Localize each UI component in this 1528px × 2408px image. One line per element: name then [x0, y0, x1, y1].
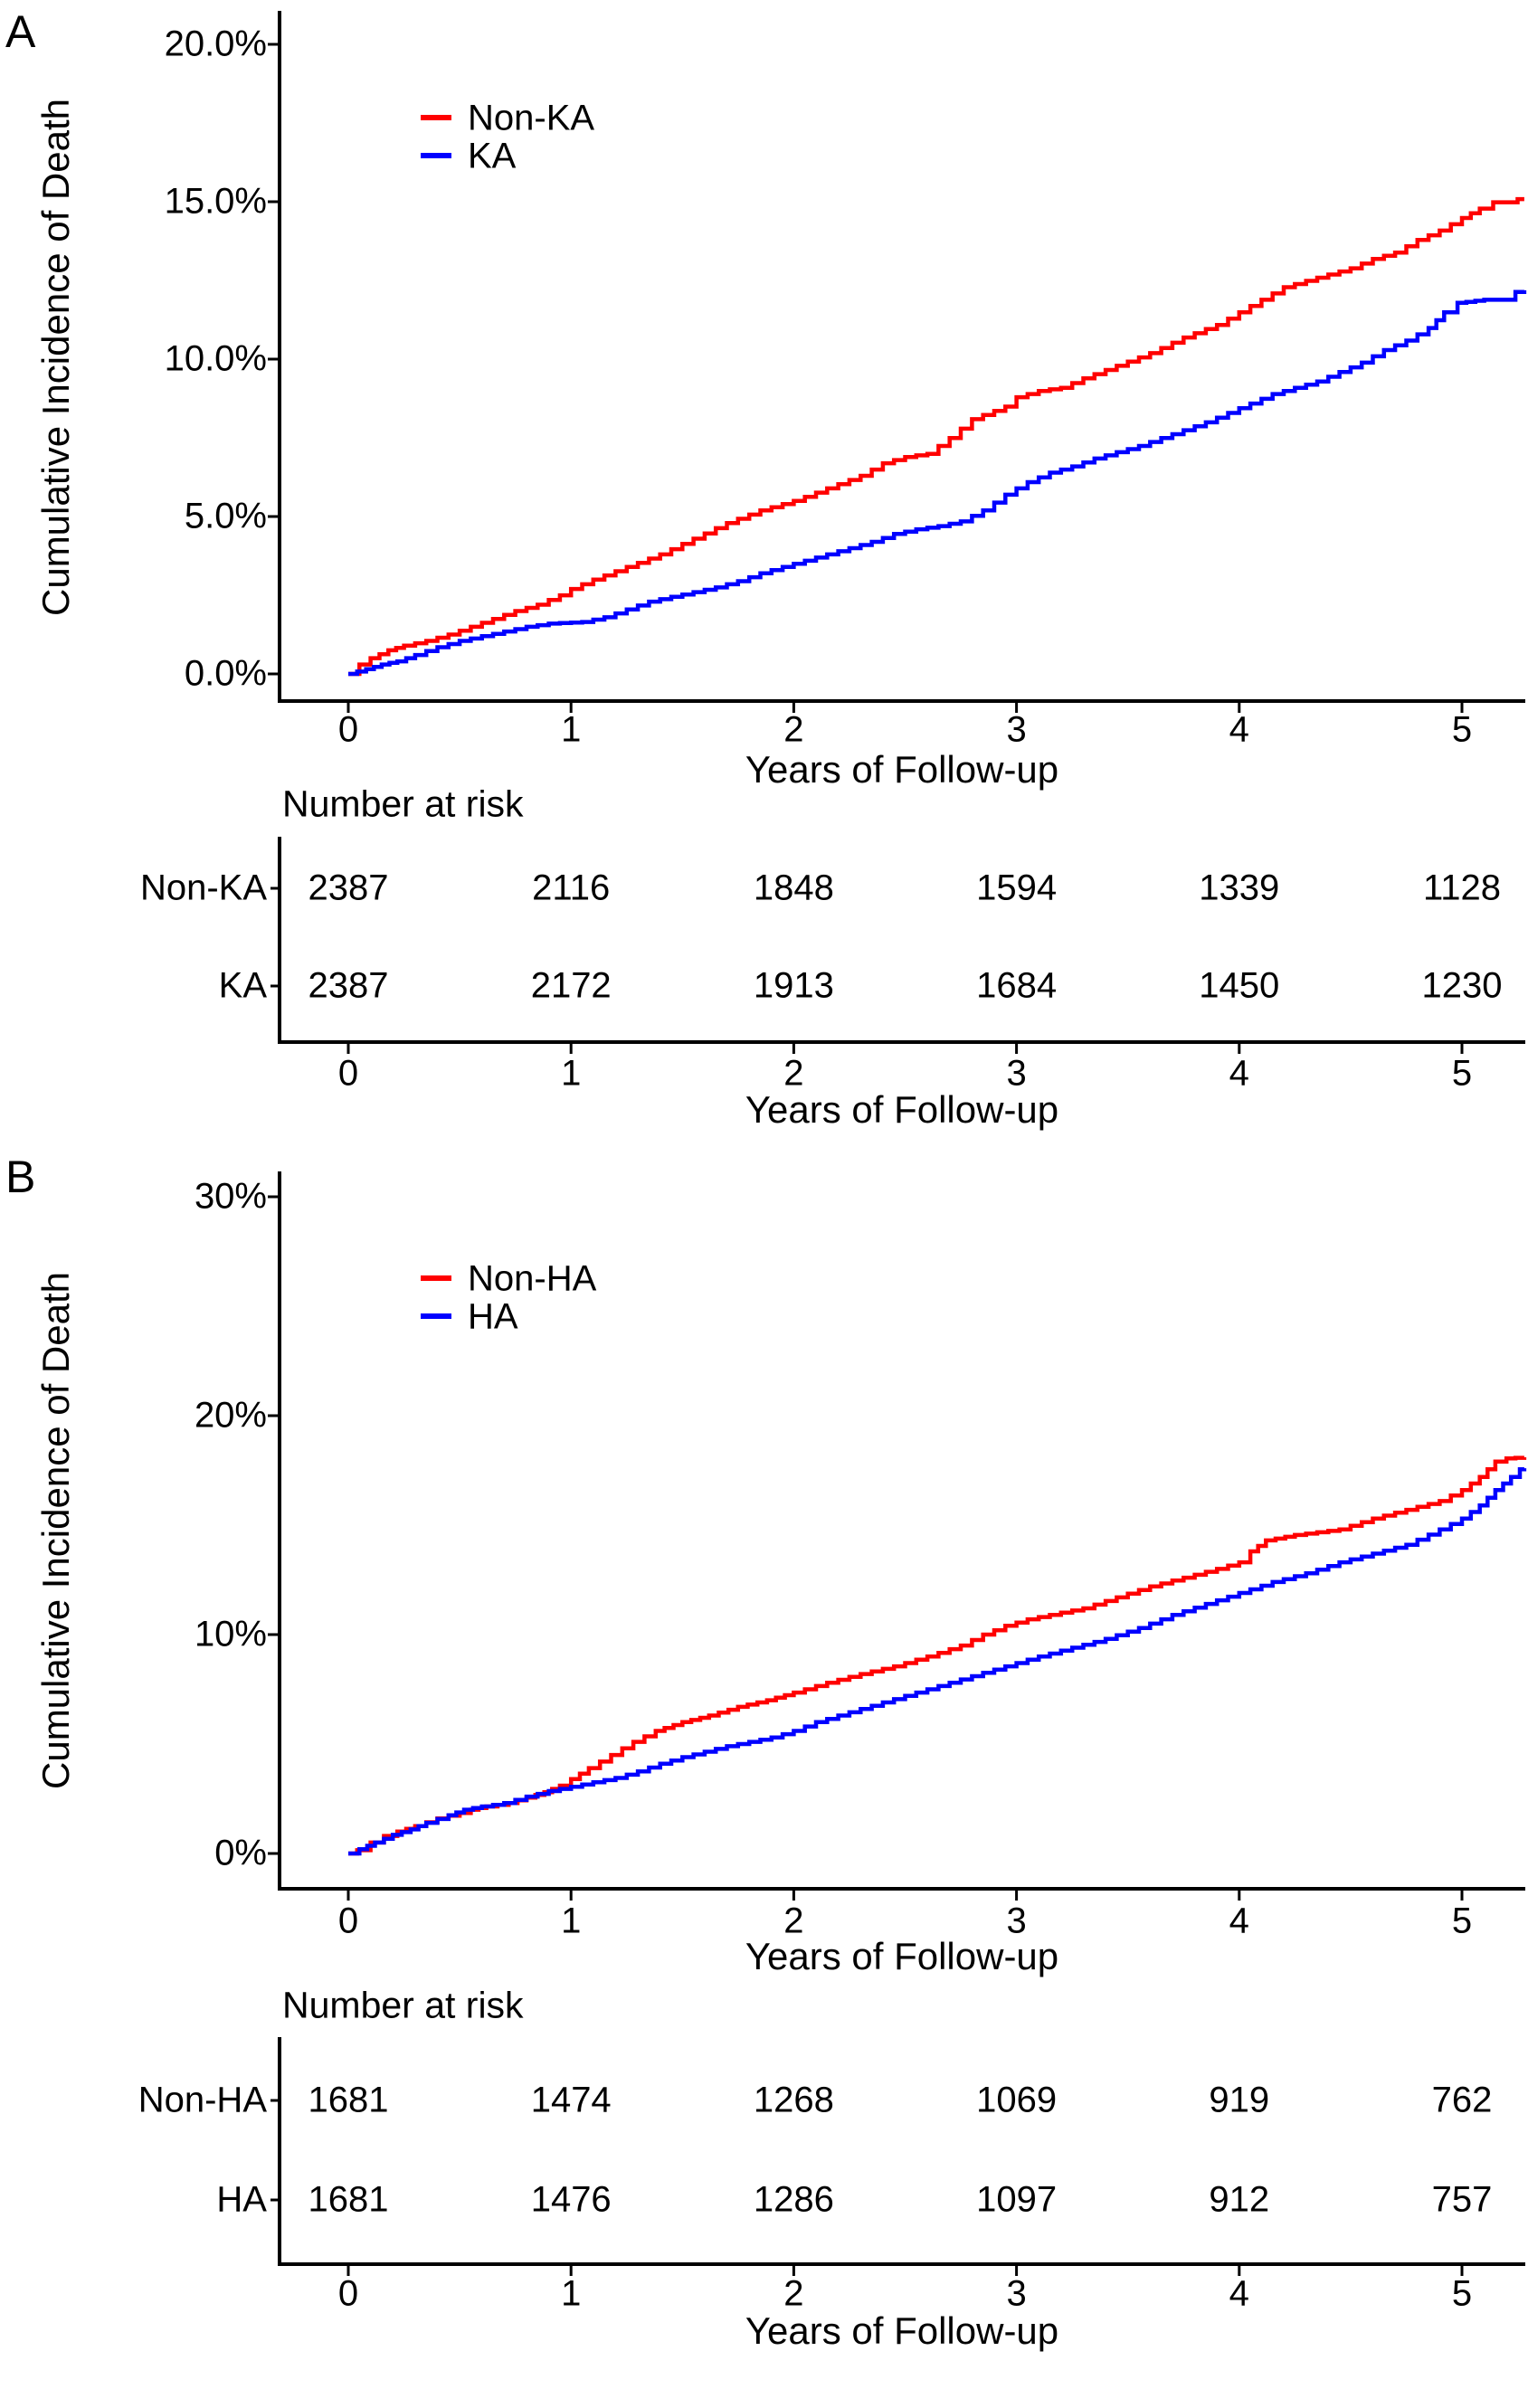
risk-x-tick-label: 2	[783, 1053, 804, 1094]
risk-x-tick-label: 0	[337, 2273, 359, 2314]
risk-value: 1684	[976, 965, 1058, 1006]
x-tick-label: 2	[783, 709, 804, 750]
risk-value: 1230	[1421, 965, 1503, 1006]
risk-value: 1128	[1422, 867, 1502, 908]
legend-label-ka: KA	[468, 136, 517, 176]
x-tick-label: 4	[1229, 709, 1249, 750]
risk-value: 912	[1209, 2179, 1270, 2220]
risk-value: 1268	[753, 2080, 834, 2120]
x-tick-label: 4	[1229, 1901, 1249, 1941]
risk-value: 919	[1209, 2080, 1270, 2120]
risk-value: 2116	[532, 867, 611, 908]
risk-x-tick-label: 0	[337, 1053, 359, 1094]
risk-x-tick-label: 2	[783, 2273, 804, 2314]
x-tick-label: 0	[337, 709, 359, 750]
risk-value: 1681	[308, 2179, 389, 2220]
risk-row-label: Non-KA	[139, 867, 267, 908]
risk-value: 1069	[976, 2080, 1058, 2120]
risk-x-tick-label: 1	[561, 2273, 582, 2314]
x-tick-label: 5	[1451, 1901, 1473, 1941]
legend-line-ha	[421, 1313, 451, 1319]
x-tick-label: 2	[783, 1901, 804, 1941]
risk-value: 1097	[976, 2179, 1058, 2220]
risk-value: 2172	[530, 965, 612, 1006]
risk-value: 1913	[753, 965, 834, 1006]
y-tick-label: 20%	[194, 1395, 267, 1436]
panel-b-label: B	[5, 1152, 36, 1202]
risk-value: 1594	[976, 867, 1058, 908]
risk-x-tick-label: 5	[1451, 1053, 1473, 1094]
x-tick-label: 3	[1006, 709, 1027, 750]
y-tick-label: 15.0%	[164, 181, 267, 222]
risk-x-tick-label: 5	[1451, 2273, 1473, 2314]
legend-line-non-ha	[421, 1275, 451, 1281]
x-tick-label: 3	[1006, 1901, 1027, 1941]
legend-line-non-ka	[421, 115, 451, 120]
risk-value: 1286	[753, 2179, 834, 2220]
risk-value: 1450	[1199, 965, 1280, 1006]
panel-b-y-axis-title: Cumulative Incidence of Death	[34, 1272, 77, 1789]
risk-value: 1474	[530, 2080, 612, 2120]
risk-x-tick-label: 1	[561, 1053, 582, 1094]
panel-b-risk-x-axis-title: Years of Follow-up	[745, 2309, 1059, 2352]
panel-a-x-axis-title: Years of Follow-up	[745, 748, 1059, 791]
y-tick-label: 10.0%	[164, 338, 267, 379]
panel-a-risk-x-axis-title: Years of Follow-up	[745, 1088, 1059, 1131]
x-tick-label: 5	[1451, 709, 1473, 750]
curve-ka	[348, 289, 1527, 677]
risk-x-tick-label: 3	[1006, 1053, 1027, 1094]
risk-row-label: KA	[218, 965, 267, 1006]
risk-row-label: HA	[216, 2179, 267, 2220]
x-tick-label: 1	[561, 1901, 582, 1941]
curve-non-ha	[348, 1455, 1527, 1856]
panel-b-x-axis-title: Years of Follow-up	[745, 1935, 1059, 1977]
legend-line-ka	[421, 153, 451, 158]
risk-value: 2387	[308, 965, 389, 1006]
risk-x-tick-label: 4	[1229, 1053, 1249, 1094]
risk-x-tick-label: 3	[1006, 2273, 1027, 2314]
risk-value: 1848	[753, 867, 834, 908]
y-tick-label: 20.0%	[164, 24, 267, 64]
x-tick-label: 0	[337, 1901, 359, 1941]
curve-ha	[348, 1467, 1527, 1856]
panel-b-risk-table-title: Number at risk	[282, 1984, 524, 2026]
y-tick-label: 10%	[194, 1614, 267, 1654]
risk-value: 1339	[1199, 867, 1280, 908]
risk-value: 1476	[530, 2179, 612, 2220]
panel-a-label: A	[5, 6, 36, 57]
risk-value: 2387	[308, 867, 389, 908]
y-tick-label: 0.0%	[184, 653, 267, 694]
risk-x-tick-label: 4	[1229, 2273, 1249, 2314]
y-tick-label: 5.0%	[184, 496, 267, 536]
legend-label-ha: HA	[468, 1296, 518, 1337]
risk-value: 1681	[308, 2080, 389, 2120]
legend-label-non-ha: Non-HA	[468, 1258, 597, 1299]
risk-value: 757	[1431, 2179, 1493, 2220]
y-tick-label: 0%	[214, 1833, 267, 1873]
y-tick-label: 30%	[194, 1176, 267, 1217]
risk-row-label: Non-HA	[138, 2080, 267, 2120]
risk-value: 762	[1431, 2080, 1493, 2120]
curve-non-ka	[348, 196, 1524, 677]
legend-label-non-ka: Non-KA	[468, 98, 595, 138]
panel-a-risk-table-title: Number at risk	[282, 782, 524, 825]
x-tick-label: 1	[561, 709, 582, 750]
